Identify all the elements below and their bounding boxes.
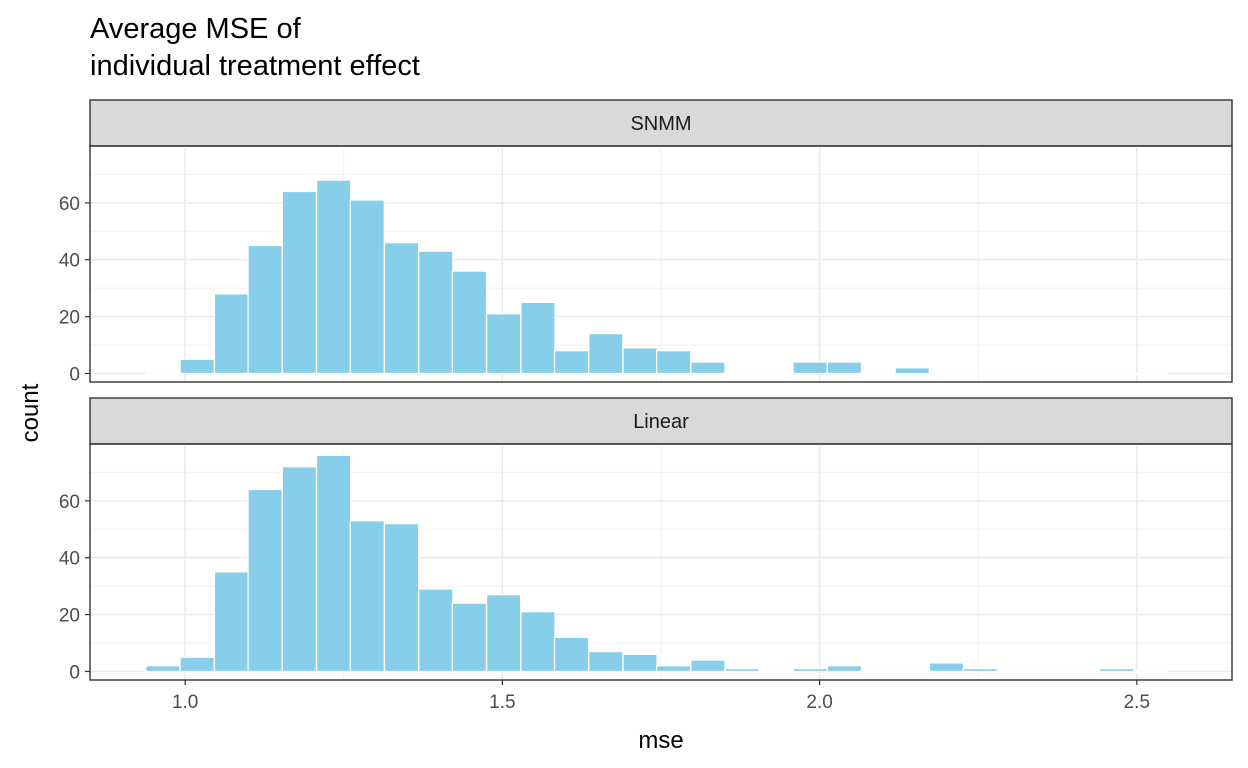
facet-strip-label: Linear <box>633 411 689 433</box>
histogram-bar <box>962 372 998 375</box>
histogram-bar <box>1031 372 1067 375</box>
histogram-bar <box>1064 670 1100 673</box>
histogram-bar <box>213 571 250 673</box>
histogram-bar <box>928 372 965 375</box>
histogram-bar <box>1133 670 1169 673</box>
histogram-bar <box>451 270 488 375</box>
histogram-bar <box>588 333 624 375</box>
histogram-bar <box>247 244 283 375</box>
histogram-bar <box>1133 372 1169 375</box>
y-tick-label: 40 <box>59 251 80 272</box>
histogram-bar <box>1031 670 1067 673</box>
y-tick-label: 40 <box>59 549 80 570</box>
histogram-bar <box>894 670 930 673</box>
histogram-bar <box>281 466 318 673</box>
histogram-bar <box>486 313 522 375</box>
panel-border <box>89 443 1233 681</box>
histogram-bar <box>383 523 420 673</box>
histogram-bar <box>315 179 352 375</box>
y-tick-label: 0 <box>69 364 80 385</box>
histogram-bar <box>622 347 658 375</box>
histogram-bar <box>553 636 590 673</box>
histogram-bar <box>622 653 658 673</box>
histogram-bar <box>145 665 181 673</box>
histogram-bar <box>588 650 624 673</box>
histogram-bar <box>315 454 352 673</box>
histogram-bar <box>690 659 726 673</box>
histogram-bar <box>724 372 760 375</box>
y-tick-label: 0 <box>69 662 80 683</box>
histogram-bar <box>724 668 760 673</box>
histogram-bar <box>826 665 862 673</box>
facet-strip <box>89 397 1233 445</box>
histogram-bar <box>860 372 896 375</box>
histogram-bar <box>928 662 965 673</box>
histogram-bar <box>383 242 420 375</box>
histogram-bar <box>520 301 556 375</box>
histogram-bar <box>962 668 998 673</box>
histogram-bar <box>1098 668 1135 673</box>
x-tick-label: 2.0 <box>806 692 832 713</box>
x-tick-label: 2.5 <box>1124 692 1150 713</box>
histogram-bar <box>656 350 692 375</box>
y-tick-label: 20 <box>59 308 80 329</box>
histogram-bar <box>758 372 794 375</box>
histogram-bar <box>758 670 794 673</box>
histogram-bar <box>553 350 590 375</box>
histogram-bar <box>179 358 215 375</box>
histogram-bar <box>1098 372 1135 375</box>
histogram-bar <box>418 588 454 673</box>
histogram-bar <box>179 656 215 673</box>
histogram-bar <box>213 293 250 375</box>
histogram-bar <box>247 488 283 673</box>
histogram-bar <box>1064 372 1100 375</box>
histogram-bar <box>145 372 181 375</box>
histogram-bar <box>656 665 692 673</box>
histogram-bar <box>996 372 1033 375</box>
histogram-bar <box>451 602 488 673</box>
x-tick-label: 1.5 <box>489 692 515 713</box>
histogram-bar <box>996 670 1033 673</box>
x-axis-title: mse <box>638 727 683 754</box>
histogram-bar <box>860 670 896 673</box>
y-tick-label: 20 <box>59 606 80 627</box>
histogram-bar <box>894 367 930 375</box>
y-axis-title: count <box>17 383 44 442</box>
facet-strip-label: SNMM <box>630 113 691 135</box>
histogram-bar <box>486 594 522 673</box>
chart-title-line-2: individual treatment effect <box>90 50 420 82</box>
histogram-bar <box>520 611 556 673</box>
x-tick-label: 1.0 <box>172 692 198 713</box>
histogram-bar <box>349 520 385 673</box>
chart-title-line-1: Average MSE of <box>90 13 301 45</box>
histogram-bar <box>349 199 385 375</box>
y-tick-label: 60 <box>59 492 80 513</box>
histogram-bar <box>826 361 862 375</box>
histogram-bar <box>281 190 318 375</box>
histogram-bar <box>792 361 828 375</box>
histogram-bar <box>690 361 726 375</box>
histogram-bar <box>792 668 828 673</box>
y-tick-label: 60 <box>59 194 80 215</box>
panel-border <box>89 145 1233 383</box>
histogram-bar <box>418 250 454 375</box>
